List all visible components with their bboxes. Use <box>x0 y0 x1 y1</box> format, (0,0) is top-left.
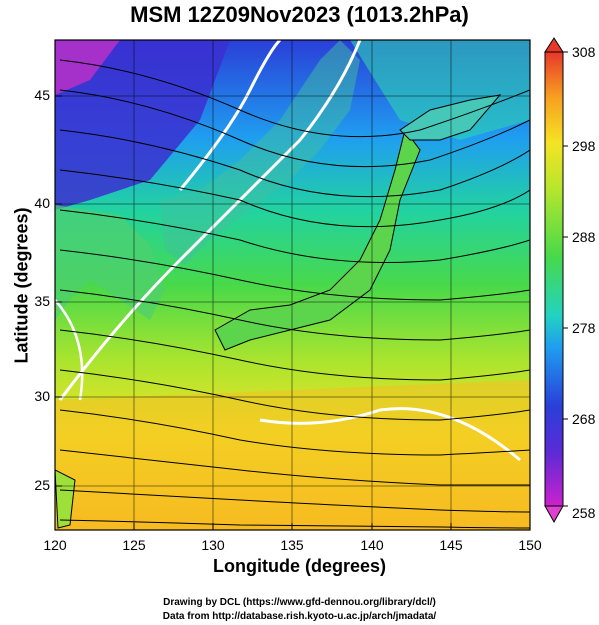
lon-tick-label: 135 <box>280 537 304 553</box>
colorbar-tick-label: 298 <box>572 138 596 154</box>
lat-tick-label: 25 <box>34 477 50 493</box>
lon-tick-label: 125 <box>122 537 146 553</box>
lon-tick-label: 145 <box>439 537 463 553</box>
colorbar-tick-label: 268 <box>572 411 596 427</box>
colorbar-tick-label: 278 <box>572 320 596 336</box>
y-axis-label: Latitude (degrees) <box>11 207 32 364</box>
colorbar-tick-label: 258 <box>572 505 596 521</box>
credit-drawing: Drawing by DCL (https://www.gfd-dennou.o… <box>163 597 436 608</box>
map-title: MSM 12Z09Nov2023 (1013.2hPa) <box>130 2 469 27</box>
lat-tick-label: 40 <box>34 195 50 211</box>
lat-tick-label: 45 <box>34 87 50 103</box>
credit-data-source: Data from http://database.rish.kyoto-u.a… <box>162 611 437 622</box>
x-axis-label: Longitude (degrees) <box>212 556 386 576</box>
lon-tick-label: 140 <box>360 537 384 553</box>
lon-tick-label: 150 <box>518 537 542 553</box>
colorbar <box>544 37 568 524</box>
colorbar-tick-label: 288 <box>572 229 596 245</box>
lat-tick-label: 30 <box>34 388 50 404</box>
temperature-field <box>55 40 530 530</box>
lon-tick-label: 130 <box>201 537 225 553</box>
lat-tick-label: 35 <box>34 293 50 309</box>
lon-tick-label: 120 <box>43 537 67 553</box>
colorbar-tick-label: 308 <box>572 44 596 60</box>
